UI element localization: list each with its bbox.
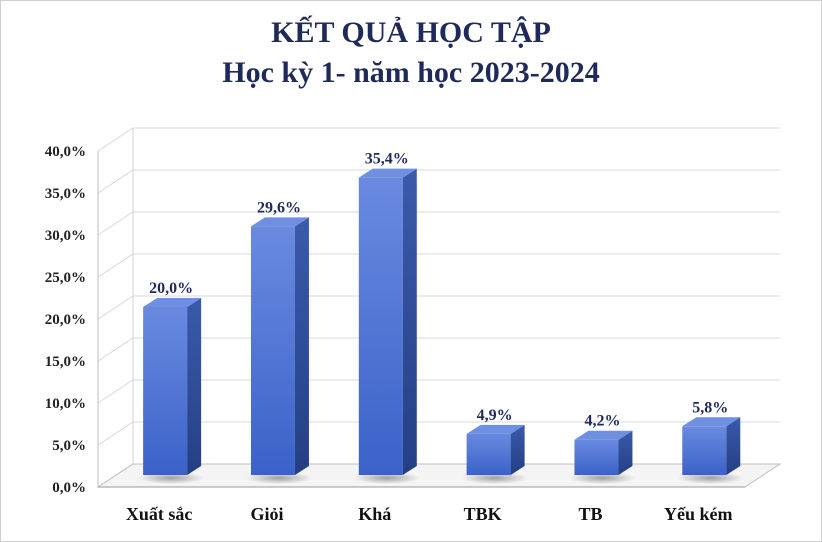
bar-side [510, 424, 525, 475]
bar [353, 168, 420, 484]
bar-side [726, 417, 741, 475]
gridline [97, 211, 780, 236]
y-tick-label: 5,0% [52, 438, 86, 454]
y-tick-label: 30,0% [45, 228, 86, 244]
y-tick-label: 25,0% [45, 270, 86, 286]
bar-side [294, 217, 309, 476]
bar-top [466, 424, 525, 434]
bar-side [618, 430, 633, 475]
bar-top [358, 168, 417, 178]
bar [569, 430, 636, 484]
bar-top [574, 430, 633, 440]
bar-front [682, 426, 727, 475]
data-label: 29,6% [257, 199, 301, 216]
gridline [97, 127, 780, 152]
x-tick-label: Yếu kém [664, 504, 733, 524]
bar-top [682, 417, 741, 427]
x-tick-label: TBK [464, 504, 502, 524]
data-label: 35,4% [365, 151, 409, 168]
y-tick-label: 35,0% [45, 186, 86, 202]
bar-top [143, 298, 202, 307]
bar-front [358, 177, 403, 475]
bar [138, 298, 205, 484]
label-layer: 20,0% Xuất sắc 29,6% Giỏi 35,4% Khá 4,9% TBK 4,2… [126, 151, 733, 524]
x-tick-label: TB [578, 504, 602, 524]
data-label: 4,9% [477, 407, 513, 424]
bar [461, 424, 528, 484]
y-tick-label: 20,0% [45, 312, 86, 328]
data-label: 4,2% [584, 413, 620, 430]
bar-side [187, 298, 202, 475]
gridline [97, 169, 780, 194]
bar [245, 217, 312, 484]
x-tick-label: Giỏi [250, 504, 283, 524]
chart-title: KẾT QUẢ HỌC TẬP [271, 16, 551, 49]
x-tick-label: Xuất sắc [126, 504, 193, 524]
bar-front [143, 307, 188, 475]
y-tick-label: 10,0% [45, 396, 86, 412]
x-tick-label: Khá [358, 504, 391, 524]
y-tick-label: 15,0% [45, 354, 86, 370]
y-tick-label: 0,0% [52, 480, 86, 496]
data-label: 5,8% [692, 399, 728, 416]
data-label: 20,0% [149, 280, 193, 297]
bar-front [574, 439, 619, 475]
bar-front [250, 226, 295, 475]
chart-subtitle: Học kỳ 1- năm học 2023-2024 [222, 56, 600, 89]
bar-side [402, 168, 417, 475]
bar-layer [138, 168, 744, 484]
bar [677, 417, 744, 484]
y-tick-label: 40,0% [45, 144, 86, 160]
bar-front [466, 433, 511, 475]
bar-top [250, 217, 309, 227]
gridline [97, 253, 780, 278]
